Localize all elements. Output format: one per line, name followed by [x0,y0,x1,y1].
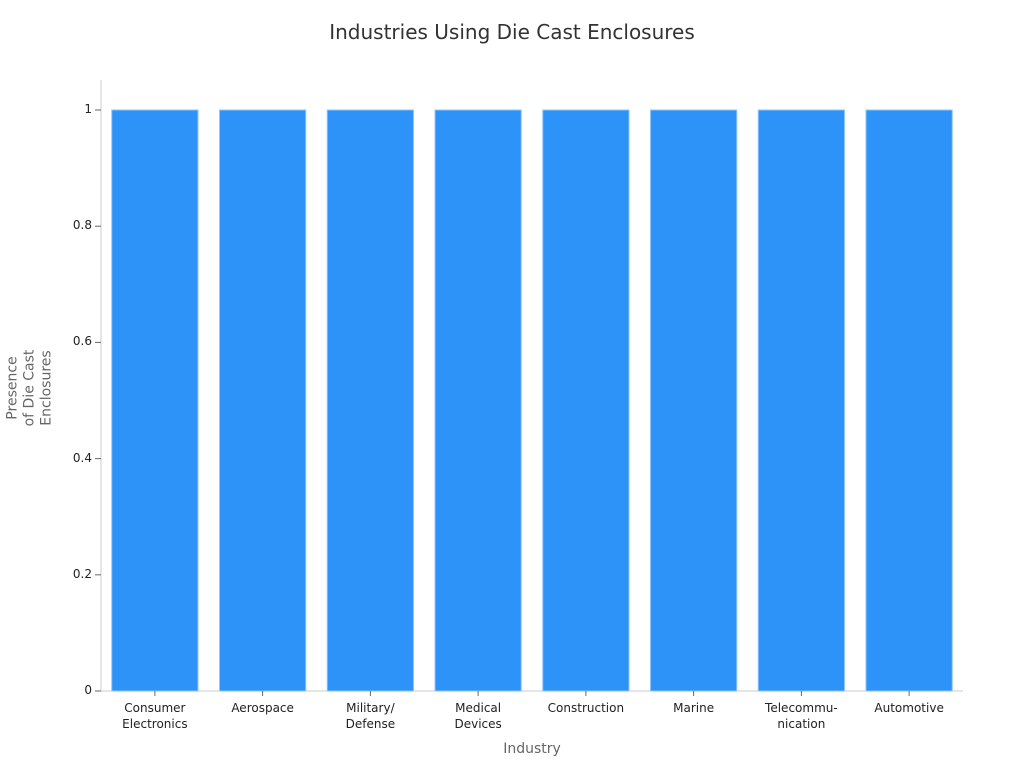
x-tick-label: Military/ Defense [345,701,396,731]
bar [219,109,307,692]
y-tick-label: 1 [84,102,92,116]
bar [757,109,845,692]
y-tick-label: 0.6 [72,334,92,349]
bar [434,109,522,692]
x-tick-label: Medical Devices [454,701,502,731]
bar [650,109,738,692]
x-axis-label: Industry [503,741,561,757]
y-tick-label: 0.2 [72,566,92,581]
bar [865,109,953,692]
y-tick-label: 0 [84,683,92,697]
chart-title: Industries Using Die Cast Enclosures [329,20,695,44]
x-tick-label: Consumer Electronics [122,701,188,731]
bar [111,109,199,692]
x-tick-label: Construction [547,701,625,715]
x-tick-label: Telecommu- nication [765,701,838,731]
x-tick-label: Aerospace [231,701,294,715]
x-tick-label: Automotive [874,701,944,715]
bar [542,109,630,692]
x-tick-label: Marine [673,701,715,715]
y-tick-label: 0.4 [72,450,92,465]
bar [326,109,414,692]
y-tick-label: 0.8 [72,218,92,233]
